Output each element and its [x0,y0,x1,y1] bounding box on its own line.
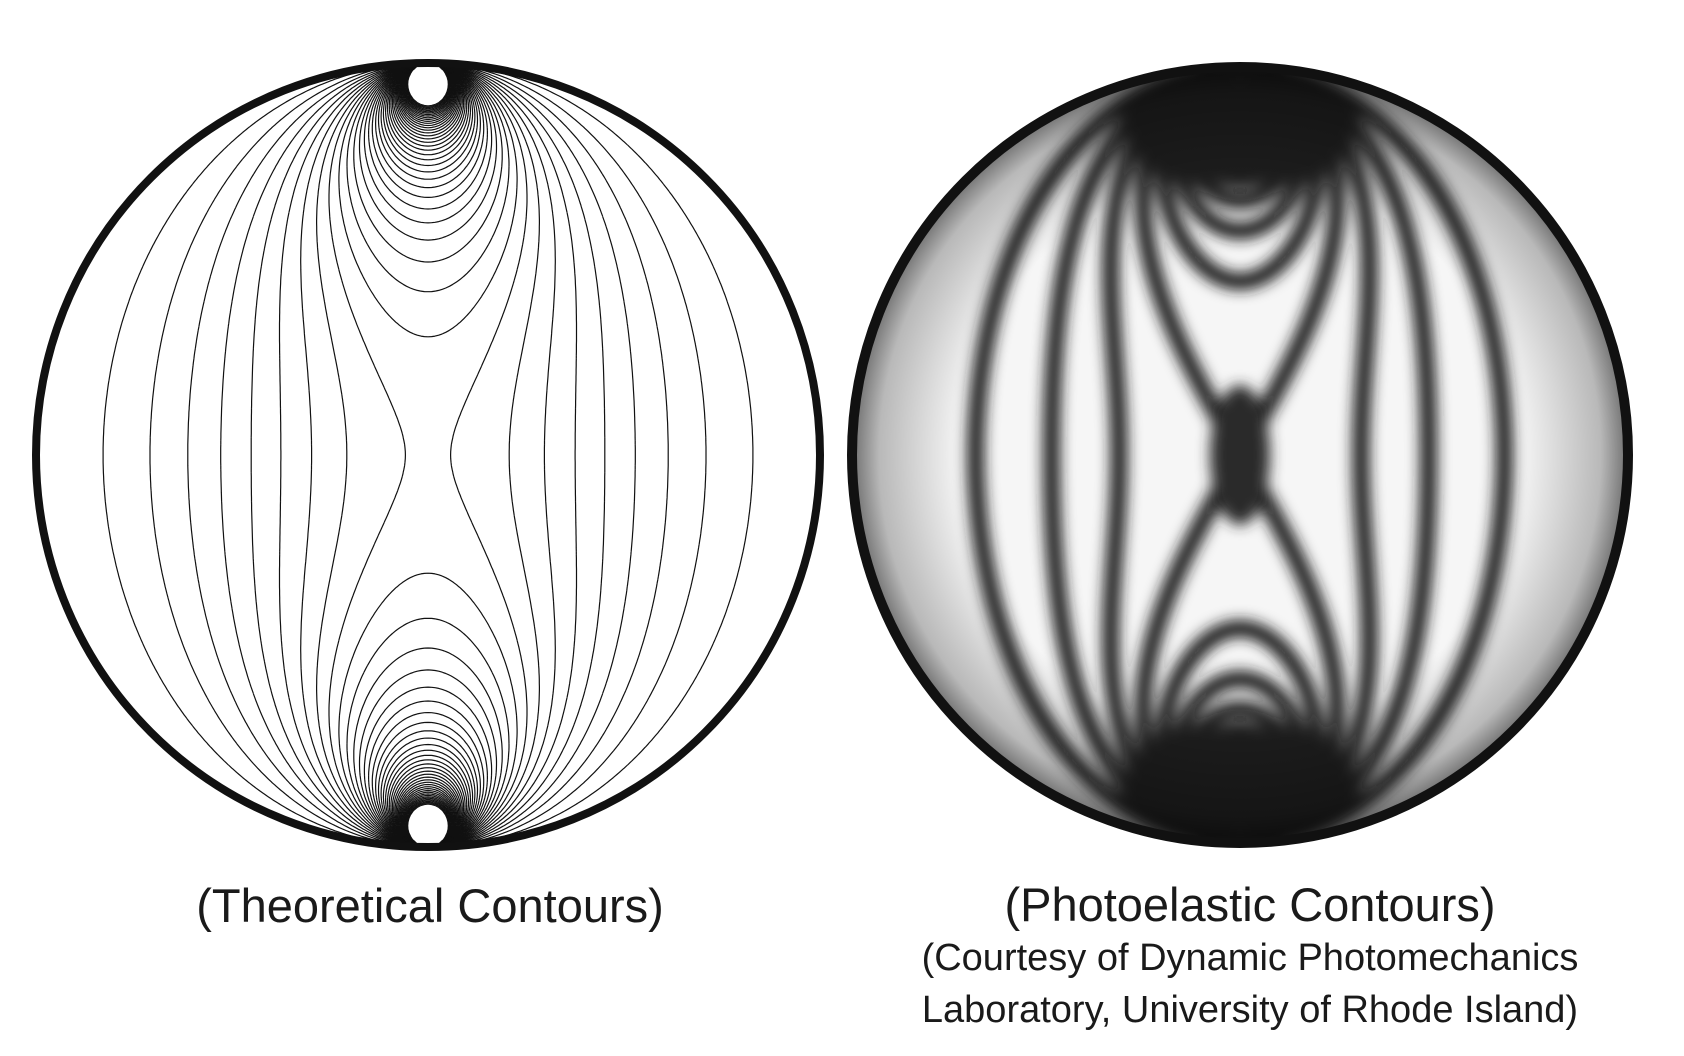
theoretical-caption: (Theoretical Contours) [196,879,664,932]
contour-line [400,63,456,847]
contour-line [346,63,510,847]
contour-line [390,63,466,847]
theoretical-contour-disk [32,59,824,851]
contour-line [371,63,485,847]
contour-line [406,63,450,847]
theoretical-contour-lines [102,63,754,847]
photoelastic-disk-outline [847,62,1633,848]
contour-line [377,63,479,847]
contour-line [316,63,540,847]
contour-line [278,63,578,847]
contour-line [338,63,518,847]
contour-line [406,63,450,847]
contour-line [382,63,474,847]
contour-line [403,63,453,847]
photoelastic-caption: (Photoelastic Contours) [1004,878,1496,931]
contour-line [368,63,488,847]
contour-line [397,63,459,847]
contour-line [353,63,503,847]
contour-line [250,63,606,847]
contour-line [401,63,455,847]
contour-line [102,64,754,846]
contour-line [402,63,454,847]
contour-line [407,63,449,847]
theoretical-disk-outline [32,59,824,851]
contour-line [404,63,452,847]
photoelastic-caption-block: (Photoelastic Contours) (Courtesy of Dyn… [855,878,1645,1036]
photoelastic-fringe-disk [847,62,1633,848]
photo-credit: (Courtesy of Dynamic Photomechanics Labo… [855,932,1645,1036]
contour-line [391,63,465,847]
contour-line [363,63,493,847]
contour-line [328,63,528,847]
contour-line [220,63,636,847]
contour-line [399,63,457,847]
contour-line [402,63,454,847]
photo-credit-line-2: Laboratory, University of Rhode Island) [921,989,1579,1031]
contour-line [375,63,481,847]
contour-line [396,63,460,847]
contour-line [405,63,451,847]
contour-line [403,63,453,847]
contour-line [149,63,707,847]
contour-line [388,63,468,847]
contour-line [405,63,451,847]
contour-line [358,63,498,847]
contour-line [380,63,476,847]
contour-line [385,63,471,847]
contour-line [398,63,458,847]
contour-line [187,63,669,847]
contour-line [386,63,470,847]
photo-credit-line-1: (Courtesy of Dynamic Photomechanics [921,937,1579,979]
